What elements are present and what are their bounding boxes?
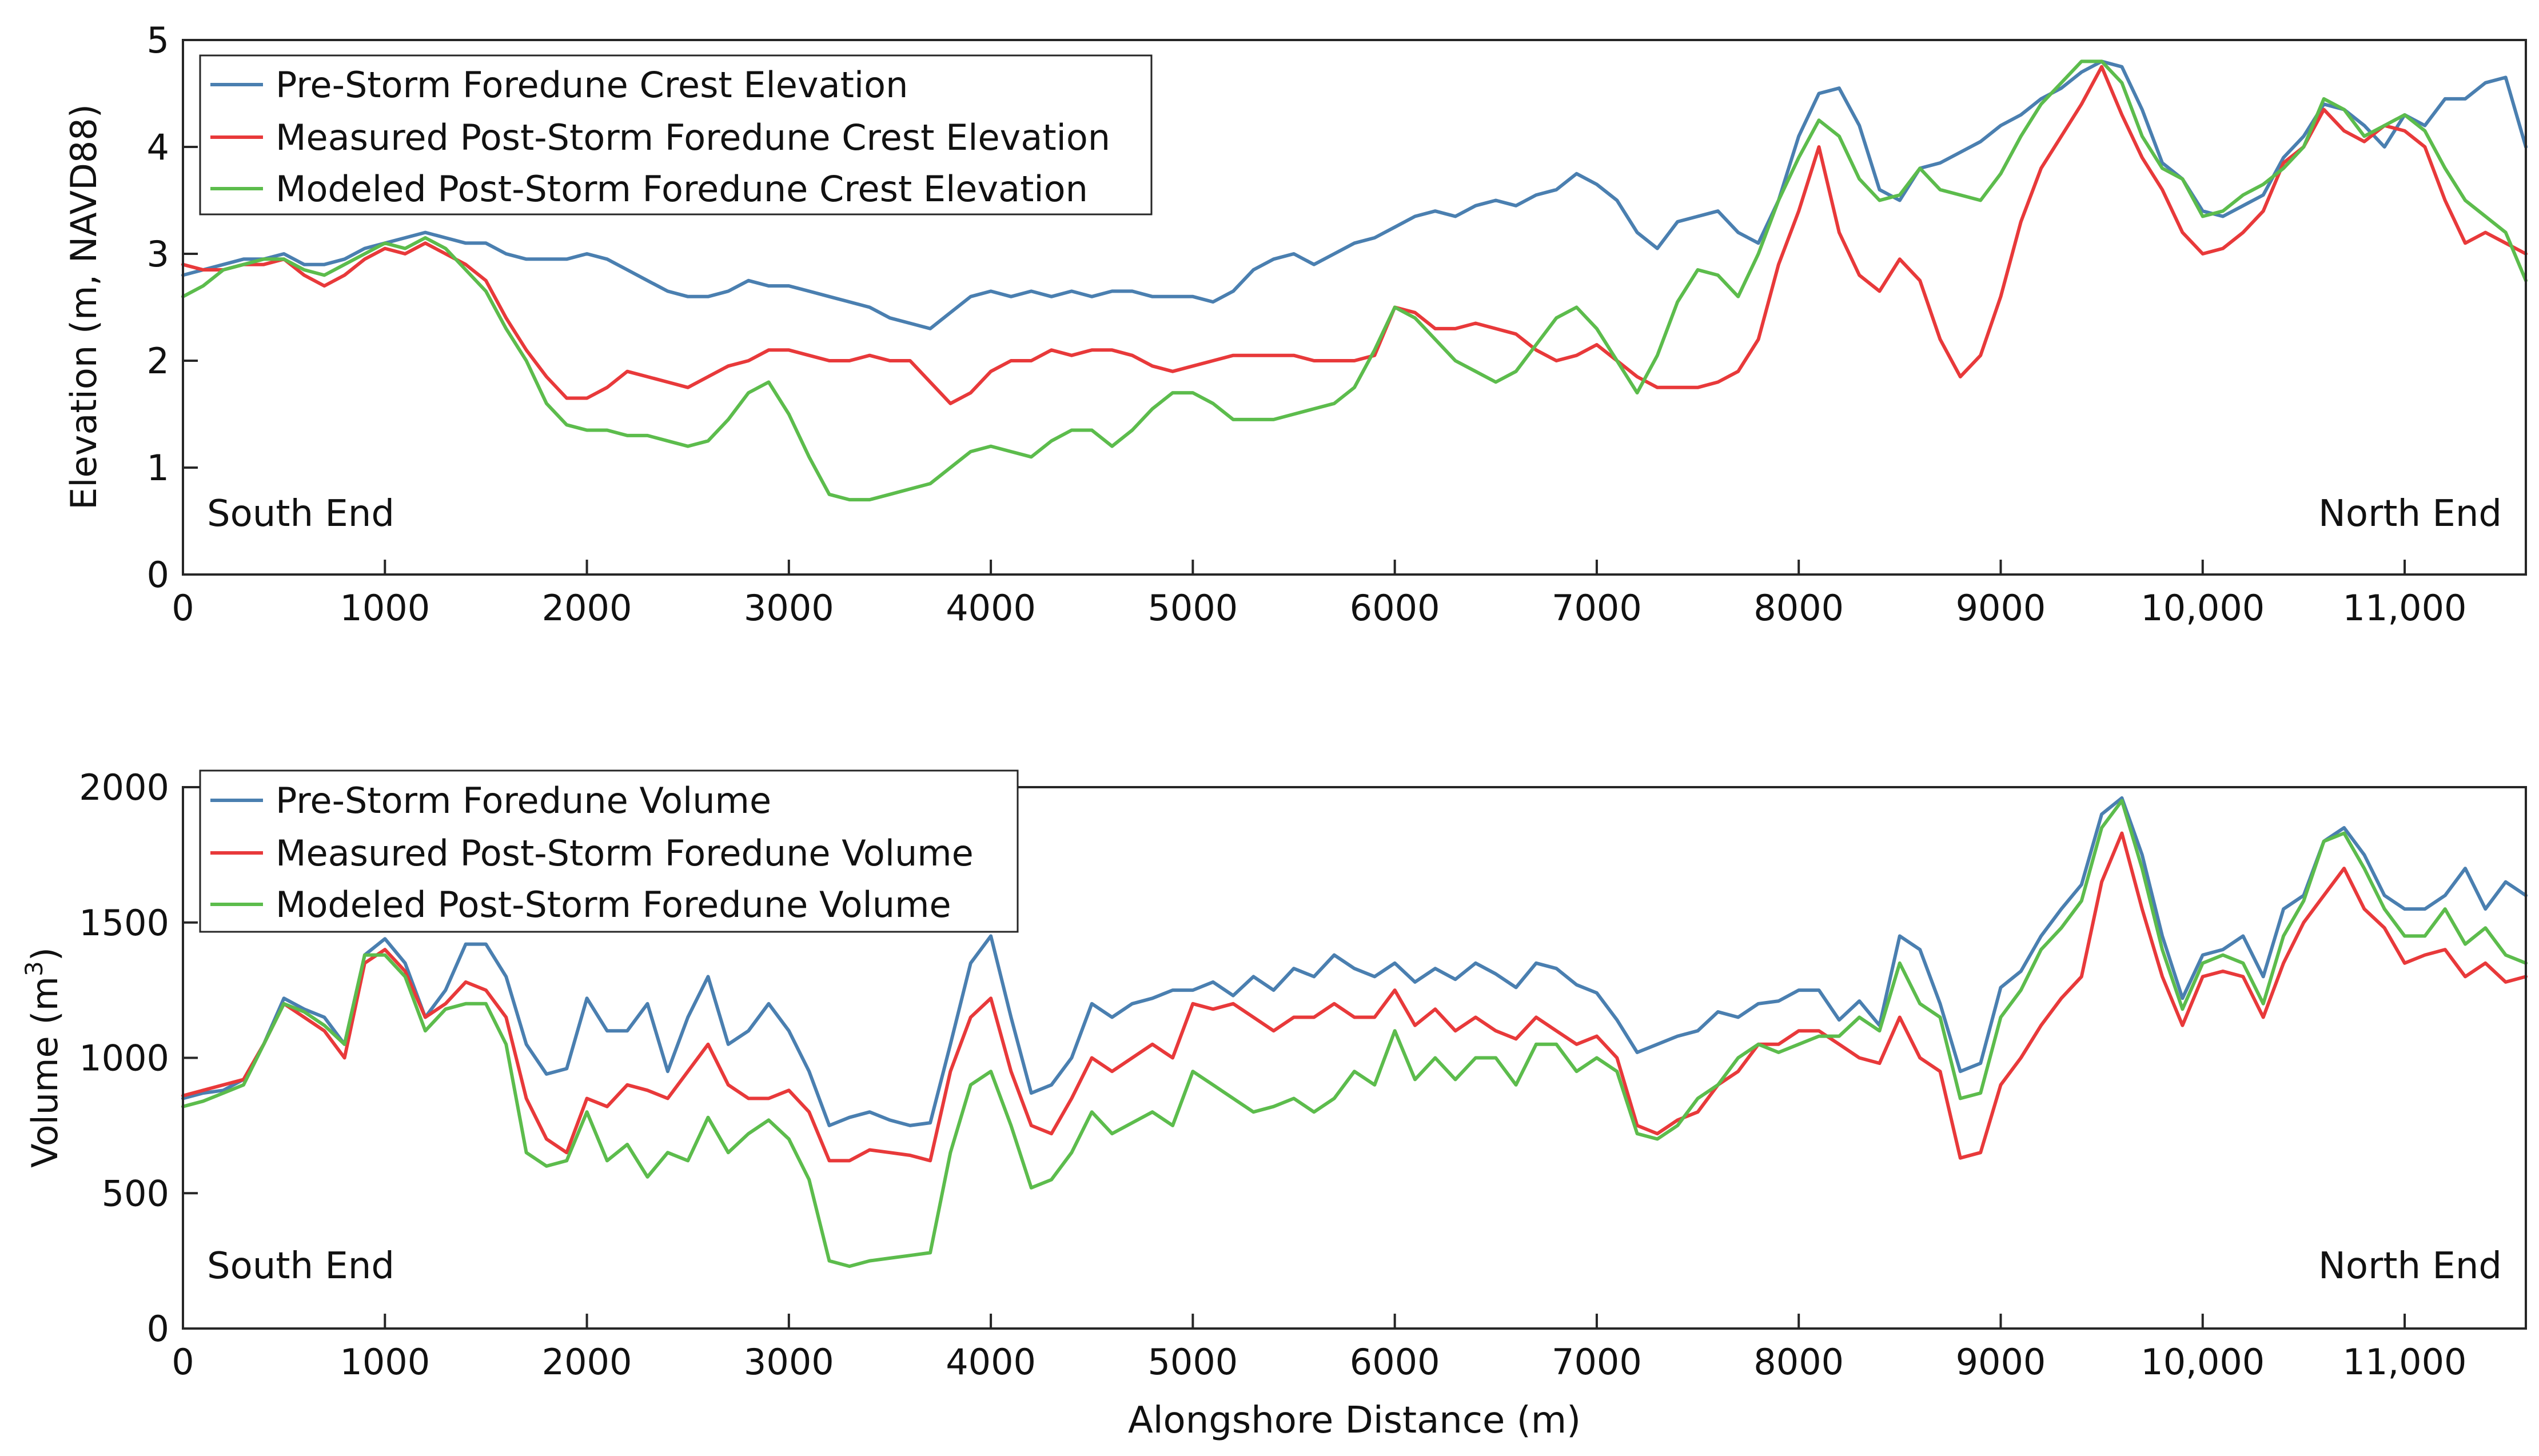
elevation-x-tick-label: 0 (172, 587, 194, 629)
volume-series-measured-line (181, 831, 2528, 1163)
elevation-legend-label-measured: Measured Post-Storm Foredune Crest Eleva… (276, 117, 1110, 158)
elevation-ticks-layer: 0 1000 2000 3000 4000 5000 6000 7000 8000 9000 10,… (147, 19, 2467, 629)
elevation-legend-box (199, 54, 1153, 216)
volume-legend-label-pre: Pre-Storm Foredune Volume (276, 780, 771, 821)
volume-x-tick-label: 3000 (744, 1341, 834, 1383)
volume-legend: Pre-Storm Foredune Volume Measured Post-… (199, 769, 1019, 933)
elevation-y-tick-label: 0 (147, 554, 169, 596)
elevation-y-axis-label: Elevation (m, NAVD88) (63, 104, 105, 510)
volume-x-tick-label: 10,000 (2141, 1341, 2265, 1383)
elevation-x-tick-label: 9000 (1956, 587, 2046, 629)
elevation-x-tick-label: 4000 (946, 587, 1036, 629)
elevation-x-tick-label: 8000 (1753, 587, 1844, 629)
volume-x-axis-label: Alongshore Distance (m) (1128, 1399, 1581, 1442)
elevation-y-tick-label: 2 (147, 340, 169, 382)
elevation-x-tick-label: 2000 (542, 587, 632, 629)
elevation-x-tick-label: 6000 (1350, 587, 1440, 629)
volume-y-tick-label: 1500 (79, 902, 169, 944)
volume-y-axis-label: Volume (m3) (20, 947, 66, 1168)
elevation-axes-box (182, 39, 2527, 576)
elevation-y-tick-label: 5 (147, 19, 169, 61)
volume-x-tick-label: 11,000 (2343, 1341, 2467, 1383)
volume-y-axis-label-main: Volume (m (24, 976, 66, 1168)
volume-south-end-label: South End (207, 1245, 394, 1287)
elevation-x-tick-label: 1000 (340, 587, 430, 629)
volume-series-pre-line (181, 796, 2528, 1127)
elevation-x-tick-label: 3000 (744, 587, 834, 629)
volume-legend-label-modeled: Modeled Post-Storm Foredune Volume (276, 884, 951, 926)
elevation-series-measured-line (181, 65, 2528, 405)
volume-x-tick-label: 5000 (1147, 1341, 1238, 1383)
volume-y-axis-label-end: ) (24, 947, 66, 961)
volume-panel: 0 1000 2000 3000 4000 5000 6000 7000 8000 9000 10,… (20, 767, 2528, 1442)
volume-north-end-label: North End (2318, 1245, 2502, 1287)
elevation-panel: 0 1000 2000 3000 4000 5000 6000 7000 8000 9000 10,… (63, 19, 2528, 629)
volume-x-tick-label: 2000 (542, 1341, 632, 1383)
elevation-south-end-label: South End (207, 493, 394, 535)
volume-y-axis-label-superscript: 3 (20, 961, 48, 976)
volume-x-tick-label: 9000 (1956, 1341, 2046, 1383)
volume-series-layer (181, 796, 2528, 1268)
volume-x-tick-label: 6000 (1350, 1341, 1440, 1383)
volume-legend-label-measured: Measured Post-Storm Foredune Volume (276, 832, 974, 874)
volume-y-tick-label: 0 (147, 1308, 169, 1350)
elevation-y-tick-label: 4 (147, 126, 169, 168)
elevation-legend: Pre-Storm Foredune Crest Elevation Measu… (199, 54, 1153, 216)
volume-y-tick-label: 500 (102, 1172, 169, 1214)
volume-y-tick-label: 2000 (79, 767, 169, 808)
volume-ticks-layer: 0 1000 2000 3000 4000 5000 6000 7000 8000 9000 10,… (79, 767, 2466, 1383)
elevation-legend-label-pre: Pre-Storm Foredune Crest Elevation (276, 64, 908, 106)
volume-y-tick-label: 1000 (79, 1038, 169, 1079)
elevation-y-tick-label: 1 (147, 447, 169, 489)
elevation-x-tick-label: 7000 (1552, 587, 1642, 629)
volume-legend-box (199, 769, 1019, 933)
elevation-series-pre-line (181, 59, 2528, 330)
volume-x-tick-label: 7000 (1552, 1341, 1642, 1383)
elevation-y-tick-label: 3 (147, 233, 169, 275)
elevation-legend-label-modeled: Modeled Post-Storm Foredune Crest Elevat… (276, 168, 1088, 210)
elevation-x-tick-label: 10,000 (2141, 587, 2265, 629)
elevation-series-modeled-line (181, 59, 2528, 502)
volume-x-tick-label: 8000 (1753, 1341, 1844, 1383)
volume-x-tick-label: 1000 (340, 1341, 430, 1383)
elevation-x-tick-label: 11,000 (2343, 587, 2467, 629)
volume-series-modeled-line (181, 799, 2528, 1268)
elevation-series-layer (181, 59, 2528, 502)
volume-x-tick-label: 4000 (946, 1341, 1036, 1383)
elevation-x-tick-label: 5000 (1147, 587, 1238, 629)
elevation-north-end-label: North End (2318, 493, 2502, 535)
volume-x-tick-label: 0 (172, 1341, 194, 1383)
